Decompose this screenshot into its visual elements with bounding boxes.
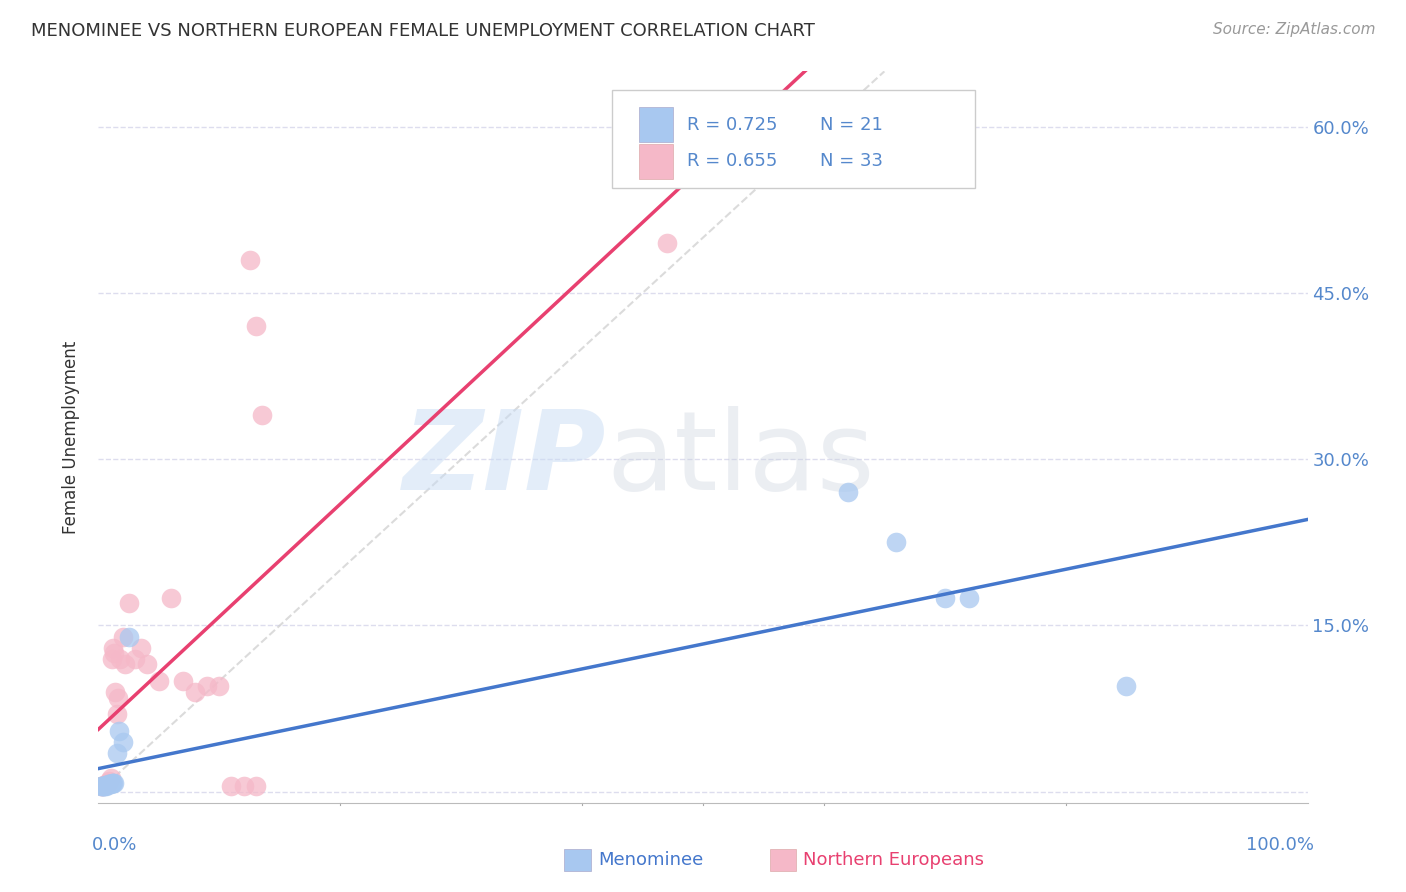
- Point: [100, 772, 122, 786]
- Point: [90, 779, 112, 793]
- Text: R = 0.725: R = 0.725: [688, 116, 778, 134]
- Point: [91, 779, 114, 793]
- Point: [129, 640, 152, 655]
- Point: [108, 723, 131, 738]
- Point: [245, 779, 267, 793]
- Point: [886, 535, 908, 549]
- Text: R = 0.655: R = 0.655: [688, 153, 778, 170]
- Point: [111, 735, 134, 749]
- Point: [105, 707, 128, 722]
- Point: [195, 680, 218, 694]
- Text: Menominee: Menominee: [598, 851, 703, 869]
- Point: [100, 777, 122, 791]
- Point: [118, 596, 141, 610]
- Point: [100, 776, 122, 790]
- Point: [1115, 680, 1137, 694]
- Point: [221, 779, 243, 793]
- Point: [91, 779, 114, 793]
- Point: [111, 630, 134, 644]
- Point: [124, 651, 146, 665]
- Point: [91, 779, 114, 793]
- FancyBboxPatch shape: [769, 849, 796, 871]
- Point: [837, 485, 859, 500]
- Point: [245, 319, 267, 334]
- FancyBboxPatch shape: [564, 849, 591, 871]
- Point: [101, 640, 124, 655]
- Point: [114, 657, 136, 672]
- Point: [107, 690, 129, 705]
- Point: [184, 685, 207, 699]
- FancyBboxPatch shape: [638, 144, 673, 179]
- Point: [93, 778, 115, 792]
- Point: [103, 646, 125, 660]
- Point: [91, 779, 114, 793]
- Text: Source: ZipAtlas.com: Source: ZipAtlas.com: [1212, 22, 1375, 37]
- Point: [655, 236, 678, 251]
- Point: [232, 779, 254, 793]
- Point: [957, 591, 980, 605]
- Point: [94, 778, 117, 792]
- Point: [97, 777, 120, 791]
- Point: [118, 630, 141, 644]
- Point: [250, 408, 273, 422]
- Point: [93, 779, 115, 793]
- Point: [100, 651, 122, 665]
- Y-axis label: Female Unemployment: Female Unemployment: [62, 341, 80, 533]
- Point: [96, 778, 118, 792]
- Text: 100.0%: 100.0%: [1246, 836, 1313, 854]
- Point: [98, 773, 121, 788]
- Point: [239, 252, 262, 267]
- Point: [96, 777, 118, 791]
- Point: [108, 651, 131, 665]
- Text: Northern Europeans: Northern Europeans: [803, 851, 984, 869]
- Point: [93, 779, 115, 793]
- Text: MENOMINEE VS NORTHERN EUROPEAN FEMALE UNEMPLOYMENT CORRELATION CHART: MENOMINEE VS NORTHERN EUROPEAN FEMALE UN…: [31, 22, 815, 40]
- Text: N = 21: N = 21: [820, 116, 883, 134]
- Point: [148, 673, 170, 688]
- Point: [172, 673, 194, 688]
- FancyBboxPatch shape: [638, 107, 673, 143]
- Point: [105, 746, 128, 760]
- Point: [90, 779, 112, 793]
- Point: [208, 680, 231, 694]
- Text: ZIP: ZIP: [402, 406, 606, 513]
- Point: [934, 591, 956, 605]
- Text: 0.0%: 0.0%: [93, 836, 138, 854]
- Point: [98, 777, 121, 791]
- Point: [97, 776, 120, 790]
- Point: [94, 779, 117, 793]
- Point: [101, 776, 124, 790]
- Text: N = 33: N = 33: [820, 153, 883, 170]
- Point: [160, 591, 183, 605]
- FancyBboxPatch shape: [613, 90, 976, 188]
- Point: [103, 776, 125, 790]
- Text: atlas: atlas: [606, 406, 875, 513]
- Point: [135, 657, 157, 672]
- Point: [104, 685, 127, 699]
